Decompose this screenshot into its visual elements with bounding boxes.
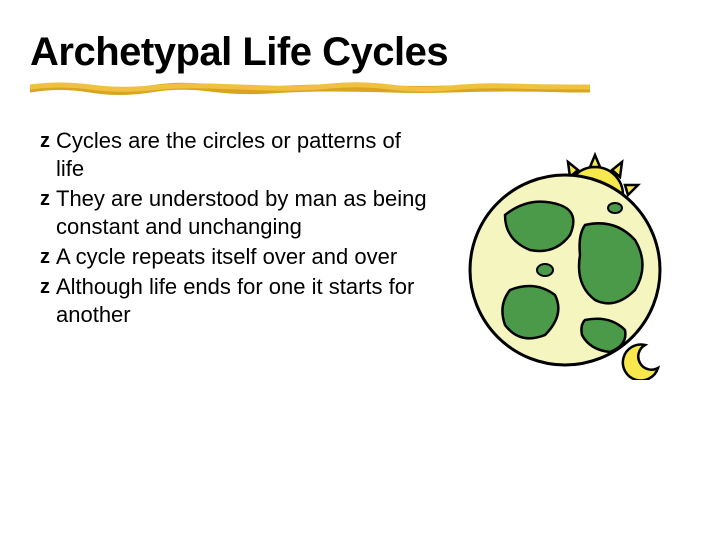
bullet-icon: z [40,127,50,155]
bullet-text: They are understood by man as being cons… [56,185,430,241]
earth-sun-moon-illustration [450,140,690,380]
bullet-text: Although life ends for one it starts for… [56,273,430,329]
list-item: z Cycles are the circles or patterns of … [40,127,430,183]
bullet-text: Cycles are the circles or patterns of li… [56,127,430,183]
bullet-icon: z [40,185,50,213]
slide: Archetypal Life Cycles z Cycles are the … [0,0,720,540]
moon-icon [623,345,658,380]
bullet-list: z Cycles are the circles or patterns of … [30,127,430,331]
bullet-icon: z [40,273,50,301]
list-item: z They are understood by man as being co… [40,185,430,241]
list-item: z A cycle repeats itself over and over [40,243,430,271]
bullet-icon: z [40,243,50,271]
slide-title: Archetypal Life Cycles [30,30,690,75]
title-underline [30,81,590,97]
bullet-text: A cycle repeats itself over and over [56,243,397,271]
earth-icon [470,175,660,365]
list-item: z Although life ends for one it starts f… [40,273,430,329]
